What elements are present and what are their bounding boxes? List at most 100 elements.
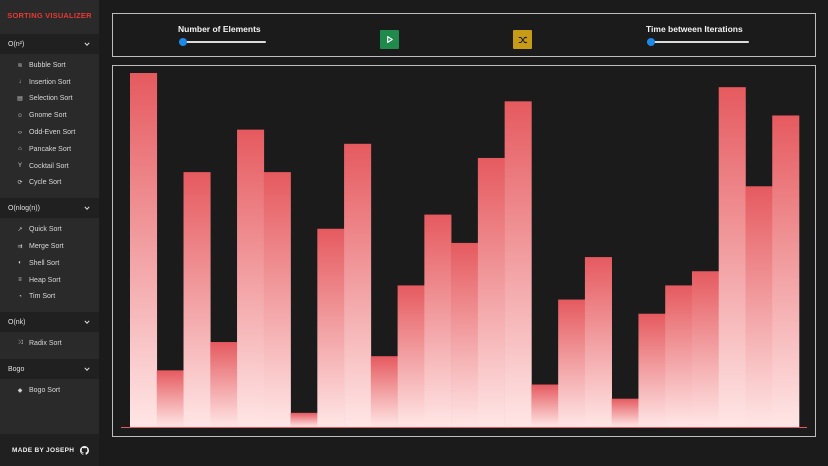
sidebar-item-label: Bogo Sort [29, 387, 61, 395]
sidebar-group-header[interactable]: O(nk) [0, 312, 99, 333]
sidebar-item[interactable]: ⇉ Merge Sort [0, 238, 99, 255]
sidebar-item[interactable]: Y Cocktail Sort [0, 158, 99, 175]
chevron-down-icon[interactable] [83, 365, 91, 373]
chevron-down-icon[interactable] [83, 40, 91, 48]
bar [504, 101, 532, 427]
bar [477, 157, 505, 427]
bar [745, 186, 773, 427]
chevron-down-icon[interactable] [83, 318, 91, 326]
slider-thumb[interactable] [179, 38, 187, 46]
sidebar-item-label: Shell Sort [29, 259, 60, 267]
cocktail-icon: Y [17, 163, 22, 170]
sidebar-item-label: Radix Sort [29, 340, 62, 348]
bar [584, 257, 612, 427]
heap-icon: ≡ [18, 277, 22, 284]
shell-icon: ◐ [18, 260, 22, 267]
play-button[interactable] [380, 30, 399, 49]
bar [344, 143, 372, 428]
sidebar-item[interactable]: ↗ Quick Sort [0, 221, 99, 238]
sidebar-item[interactable]: ◆ Bogo Sort [0, 382, 99, 399]
shuffle-icon [518, 35, 527, 44]
algorithm-groups: O(n²) ≋ Bubble Sort ↓ Insertion Sort ▤ Selecti… [0, 34, 99, 402]
bar [183, 172, 211, 427]
time-label: Time between Iterations [646, 24, 743, 34]
sidebar-group-items: ≋ Bubble Sort ↓ Insertion Sort ▤ Selection So… [0, 54, 99, 194]
bar [130, 73, 158, 427]
sidebar-item[interactable]: ≡ Heap Sort [0, 272, 99, 289]
shuffle-button[interactable] [513, 30, 532, 49]
bar [718, 87, 746, 427]
sidebar-group-header[interactable]: O(nlog(n)) [0, 198, 99, 219]
insert-icon: ↓ [18, 79, 22, 86]
github-icon[interactable] [80, 445, 89, 455]
group-label: O(n²) [8, 40, 25, 48]
bar [451, 242, 479, 427]
bar [638, 313, 666, 427]
sidebar-group-items: ↗ Quick Sort ⇉ Merge Sort ◐ Shell Sort ≡ Heap S… [0, 218, 99, 308]
author-credit: MADE BY JOSEPH [12, 446, 75, 454]
group-label: Bogo [8, 365, 25, 373]
gnome-icon: ☺ [16, 112, 24, 119]
sidebar-item-label: Gnome Sort [29, 112, 67, 120]
bar [290, 412, 318, 427]
group-label: O(nlog(n)) [8, 204, 40, 212]
sidebar-group-header[interactable]: O(n²) [0, 34, 99, 54]
sidebar-item[interactable]: ◐ Shell Sort [0, 255, 99, 272]
merge-icon: ⇉ [17, 244, 23, 251]
sidebar-item[interactable]: ‹› Odd-Even Sort [0, 124, 99, 141]
bar [691, 271, 720, 427]
elements-slider[interactable] [179, 38, 266, 46]
sidebar-item[interactable]: ☺ Gnome Sort [0, 107, 99, 124]
sidebar-item[interactable]: ⌂ Pancake Sort [0, 141, 99, 158]
chevron-down-icon[interactable] [83, 204, 91, 212]
bar [611, 398, 639, 427]
time-slider[interactable] [647, 38, 749, 46]
sidebar-item[interactable]: ⟳ Cycle Sort [0, 175, 99, 192]
slider-track [179, 41, 266, 43]
bar [156, 370, 184, 427]
sidebar-group: O(n²) ≋ Bubble Sort ↓ Insertion Sort ▤ Selecti… [0, 34, 99, 194]
bar [237, 129, 265, 427]
sidebar-item[interactable]: ≋ Bubble Sort [0, 57, 99, 74]
sidebar-item[interactable]: ▤ Selection Sort [0, 91, 99, 108]
sidebar-item-label: Selection Sort [29, 95, 73, 103]
elements-label: Number of Elements [178, 24, 261, 34]
sidebar-group-items: ⤨ Radix Sort [0, 332, 99, 355]
sidebar-group-header[interactable]: Bogo [0, 359, 99, 380]
bar [772, 115, 800, 428]
sidebar-group-items: ◆ Bogo Sort [0, 379, 99, 402]
sidebar-item-label: Odd-Even Sort [29, 129, 76, 137]
bar-chart [121, 73, 807, 428]
cycle-icon: ⟳ [17, 180, 23, 187]
sidebar-item-label: Pancake Sort [29, 145, 72, 153]
bar [531, 384, 559, 427]
bar [424, 214, 452, 427]
sidebar-item-label: Cocktail Sort [29, 162, 69, 170]
sidebar-item-label: Tim Sort [29, 293, 56, 301]
bar [263, 172, 291, 427]
sidebar-item-label: Insertion Sort [29, 78, 71, 86]
pancake-icon: ⌂ [18, 146, 22, 153]
group-label: O(nk) [8, 318, 26, 326]
sidebar-group: Bogo ◆ Bogo Sort [0, 359, 99, 402]
sidebar-item[interactable]: ↓ Insertion Sort [0, 74, 99, 91]
slider-thumb[interactable] [647, 38, 655, 46]
radix-icon: ⤨ [17, 340, 23, 347]
sidebar-item-label: Merge Sort [29, 243, 64, 251]
sidebar-item-label: Quick Sort [29, 226, 62, 234]
bar [665, 285, 693, 427]
sidebar-group: O(nk) ⤨ Radix Sort [0, 312, 99, 355]
bar [558, 299, 586, 427]
tim-icon: ◔ [18, 293, 22, 300]
sidebar-item-label: Heap Sort [29, 276, 61, 284]
sidebar-item[interactable]: ◔ Tim Sort [0, 289, 99, 306]
bogo-icon: ◆ [17, 388, 23, 395]
bar [370, 356, 398, 427]
quick-icon: ↗ [17, 227, 23, 234]
sidebar-group: O(nlog(n)) ↗ Quick Sort ⇉ Merge Sort ◐ Shell S… [0, 198, 99, 308]
sidebar-item-label: Cycle Sort [29, 179, 62, 187]
sidebar-item[interactable]: ⤨ Radix Sort [0, 335, 99, 352]
sidebar: SORTING VISUALIZER O(n²) ≋ Bubble Sort ↓ Ins… [0, 0, 99, 466]
bar [210, 342, 238, 427]
